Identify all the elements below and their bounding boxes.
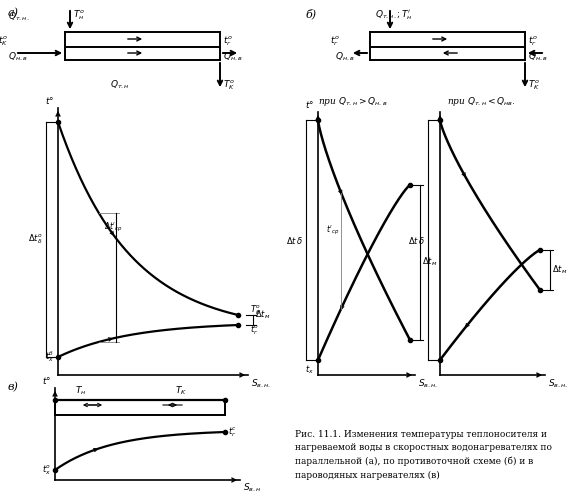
Text: $\Delta t_м$: $\Delta t_м$ [552, 264, 567, 276]
Text: $T_K$: $T_K$ [175, 384, 187, 397]
Text: $Q_{т.н.}; T^{\prime}_н$: $Q_{т.н.}; T^{\prime}_н$ [375, 8, 413, 22]
Text: $t^o_K$: $t^o_K$ [0, 34, 8, 48]
Text: $Q_{н.в}$: $Q_{н.в}$ [335, 50, 355, 62]
Text: при $Q_{т.н}<Q_{нв}.$: при $Q_{т.н}<Q_{нв}.$ [447, 95, 516, 108]
Text: $t^o_г$: $t^o_г$ [528, 34, 538, 48]
Text: $S_{в.н.}$: $S_{в.н.}$ [548, 377, 568, 389]
Text: $Q_{т.н}$: $Q_{т.н}$ [110, 78, 130, 90]
Text: $T^o_K$: $T^o_K$ [223, 78, 235, 91]
Text: $Q_{н.в}$: $Q_{н.в}$ [8, 50, 28, 62]
Text: б): б) [305, 8, 316, 19]
Text: Рис. 11.1. Изменения температуры теплоносителя и
нагреваемой воды в скоростных в: Рис. 11.1. Изменения температуры теплоно… [295, 430, 552, 480]
Text: $t_x$: $t_x$ [305, 364, 314, 377]
Text: $T^o_н$: $T^o_н$ [73, 8, 85, 22]
Text: $t'_{ср}$: $t'_{ср}$ [326, 224, 339, 238]
Text: при $Q_{т.н}>Q_{н.в}$: при $Q_{т.н}>Q_{н.в}$ [318, 95, 387, 108]
Text: $S_{в.н}$: $S_{в.н}$ [243, 482, 262, 491]
Text: $Q_{т.н.}$: $Q_{т.н.}$ [8, 10, 29, 23]
Text: $t^c_г$: $t^c_г$ [228, 425, 237, 439]
Text: $Q_{н.в}$: $Q_{н.в}$ [223, 50, 243, 62]
Text: $t°$: $t°$ [42, 375, 51, 386]
Text: $S_{в.н.}$: $S_{в.н.}$ [418, 377, 438, 389]
Text: $Q_{н.в}$: $Q_{н.в}$ [528, 50, 548, 62]
Text: $t^o_г$: $t^o_г$ [223, 34, 233, 48]
Text: $\Delta t\,\delta$: $\Delta t\,\delta$ [286, 235, 303, 246]
Text: $t°$: $t°$ [45, 95, 54, 106]
Text: $t^o_г$: $t^o_г$ [250, 323, 259, 337]
Text: $\Delta t^o_\delta$: $\Delta t^o_\delta$ [28, 232, 43, 246]
Text: $t^б_x$: $t^б_x$ [45, 350, 54, 364]
Text: $t°$: $t°$ [305, 99, 314, 110]
Text: в): в) [8, 382, 19, 392]
Text: $\Delta t\,\delta$: $\Delta t\,\delta$ [408, 235, 425, 246]
Text: а): а) [8, 8, 19, 18]
Text: $\Delta t_м$: $\Delta t_м$ [255, 309, 270, 321]
Text: $S_{в.н.}$: $S_{в.н.}$ [251, 377, 271, 389]
Text: $\Delta t_м$: $\Delta t_м$ [422, 256, 437, 268]
Text: $t^o_г$: $t^o_г$ [330, 34, 340, 48]
Text: $T_н$: $T_н$ [75, 384, 86, 397]
Text: $T^o_K$: $T^o_K$ [250, 303, 261, 317]
Text: $T^o_K$: $T^o_K$ [528, 78, 540, 91]
Text: $t^o_x$: $t^o_x$ [42, 463, 51, 477]
Text: $\Delta t'_{ср}$: $\Delta t'_{ср}$ [103, 221, 122, 234]
